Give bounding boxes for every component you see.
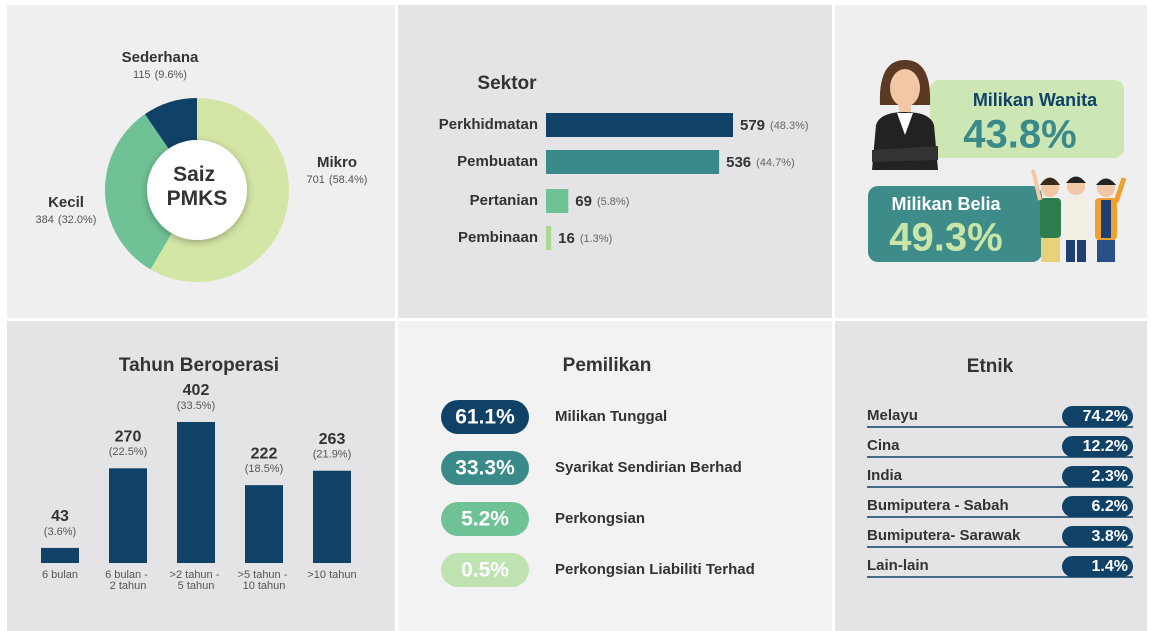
x-tick-label: >10 tahun xyxy=(307,569,356,581)
percent-label: (18.5%) xyxy=(245,463,284,475)
highlight-label: Milikan Belia xyxy=(891,194,1001,214)
ethnicity-label: Bumiputera- Sarawak xyxy=(867,527,1021,544)
ownership-value: 0.5% xyxy=(461,559,509,582)
chart-title: Sektor xyxy=(477,73,537,94)
ethnicity-label: Cina xyxy=(867,437,900,454)
ownership-label: Syarikat Sendirian Berhad xyxy=(555,459,742,476)
bar xyxy=(41,548,79,563)
x-tick-label: 6 bulan - 2 tahun xyxy=(105,569,151,592)
value-label: 115 xyxy=(133,69,151,81)
bar xyxy=(313,471,351,563)
ethnicity-value: 6.2% xyxy=(1092,498,1128,515)
highlight-label: Milikan Wanita xyxy=(973,90,1098,110)
legend-label: Kecil xyxy=(48,194,84,211)
value-label: 270 xyxy=(115,429,142,446)
bar xyxy=(109,468,147,563)
ethnicity-label: Lain-lain xyxy=(867,557,929,574)
ethnicity-value: 1.4% xyxy=(1092,558,1128,575)
legend-label: Mikro xyxy=(317,154,357,171)
category-label: Pembuatan xyxy=(457,153,538,170)
bar xyxy=(546,189,568,213)
value-label: 384 (32.0%) xyxy=(36,214,97,226)
percent-label: (22.5%) xyxy=(109,446,148,458)
chart-title: Saiz PMKS xyxy=(167,163,228,210)
value-label: 536 (44.7%) xyxy=(726,154,795,171)
bar xyxy=(546,226,551,250)
value-label: 579 (48.3%) xyxy=(740,117,809,134)
ethnicity-label: Bumiputera - Sabah xyxy=(867,497,1009,514)
youth-illustration xyxy=(1033,170,1124,262)
chart-title: Tahun Beroperasi xyxy=(119,355,279,376)
value-label: 402 xyxy=(183,382,210,399)
category-label: Perkhidmatan xyxy=(439,116,538,133)
highlight-value: 43.8% xyxy=(963,113,1076,157)
percent-label: (9.6%) xyxy=(155,69,187,81)
category-label: Pertanian xyxy=(470,192,538,209)
value-label: 115 (9.6%) xyxy=(133,69,187,81)
value-label: 16 (1.3%) xyxy=(558,230,612,247)
percent-label: (48.3%) xyxy=(770,120,809,132)
ownership-label: Perkongsian xyxy=(555,510,645,527)
percent-label: (32.0%) xyxy=(58,214,97,226)
percent-label: (33.5%) xyxy=(177,400,216,412)
ownership-value: 33.3% xyxy=(455,457,515,480)
bar xyxy=(177,422,215,563)
ownership-label: Perkongsian Liabiliti Terhad xyxy=(555,561,755,578)
value-label: 536 xyxy=(726,154,751,171)
dashboard: Milikan Wanita 43.8% Milikan Belia 49.3%… xyxy=(0,0,1151,631)
ownership-value: 5.2% xyxy=(461,508,509,531)
percent-label: (1.3%) xyxy=(580,233,612,245)
value-label: 16 xyxy=(558,230,575,247)
percent-label: (21.9%) xyxy=(313,449,352,461)
value-label: 69 (5.8%) xyxy=(575,193,629,210)
percent-label: (5.8%) xyxy=(597,196,629,208)
section-title: Etnik xyxy=(967,356,1014,377)
percent-label: (44.7%) xyxy=(756,157,795,169)
ethnicity-label: Melayu xyxy=(867,407,918,424)
ethnicity-value: 74.2% xyxy=(1083,408,1128,425)
legend-label: Sederhana xyxy=(122,49,199,66)
ownership-label: Milikan Tunggal xyxy=(555,408,667,425)
bar xyxy=(546,150,719,174)
value-label: 579 xyxy=(740,117,765,134)
value-label: 263 xyxy=(319,431,346,448)
value-label: 69 xyxy=(575,193,592,210)
ethnicity-value: 2.3% xyxy=(1092,468,1128,485)
value-label: 222 xyxy=(251,445,278,462)
value-label: 701 (58.4%) xyxy=(307,174,368,186)
value-label: 43 xyxy=(51,508,69,525)
ethnicity-label: India xyxy=(867,467,903,484)
category-label: Pembinaan xyxy=(458,229,538,246)
highlight-value: 49.3% xyxy=(889,216,1002,260)
percent-label: (58.4%) xyxy=(329,174,368,186)
bar xyxy=(245,485,283,563)
x-tick-label: 6 bulan xyxy=(42,569,78,581)
ethnicity-value: 3.8% xyxy=(1092,528,1128,545)
percent-label: (3.6%) xyxy=(44,526,76,538)
x-tick-label: >5 tahun - 10 tahun xyxy=(238,569,291,592)
bar xyxy=(546,113,733,137)
ownership-value: 61.1% xyxy=(455,406,515,429)
value-label: 701 xyxy=(307,174,325,186)
value-label: 384 xyxy=(36,214,54,226)
ethnicity-value: 12.2% xyxy=(1083,438,1128,455)
section-title: Pemilikan xyxy=(563,355,652,376)
